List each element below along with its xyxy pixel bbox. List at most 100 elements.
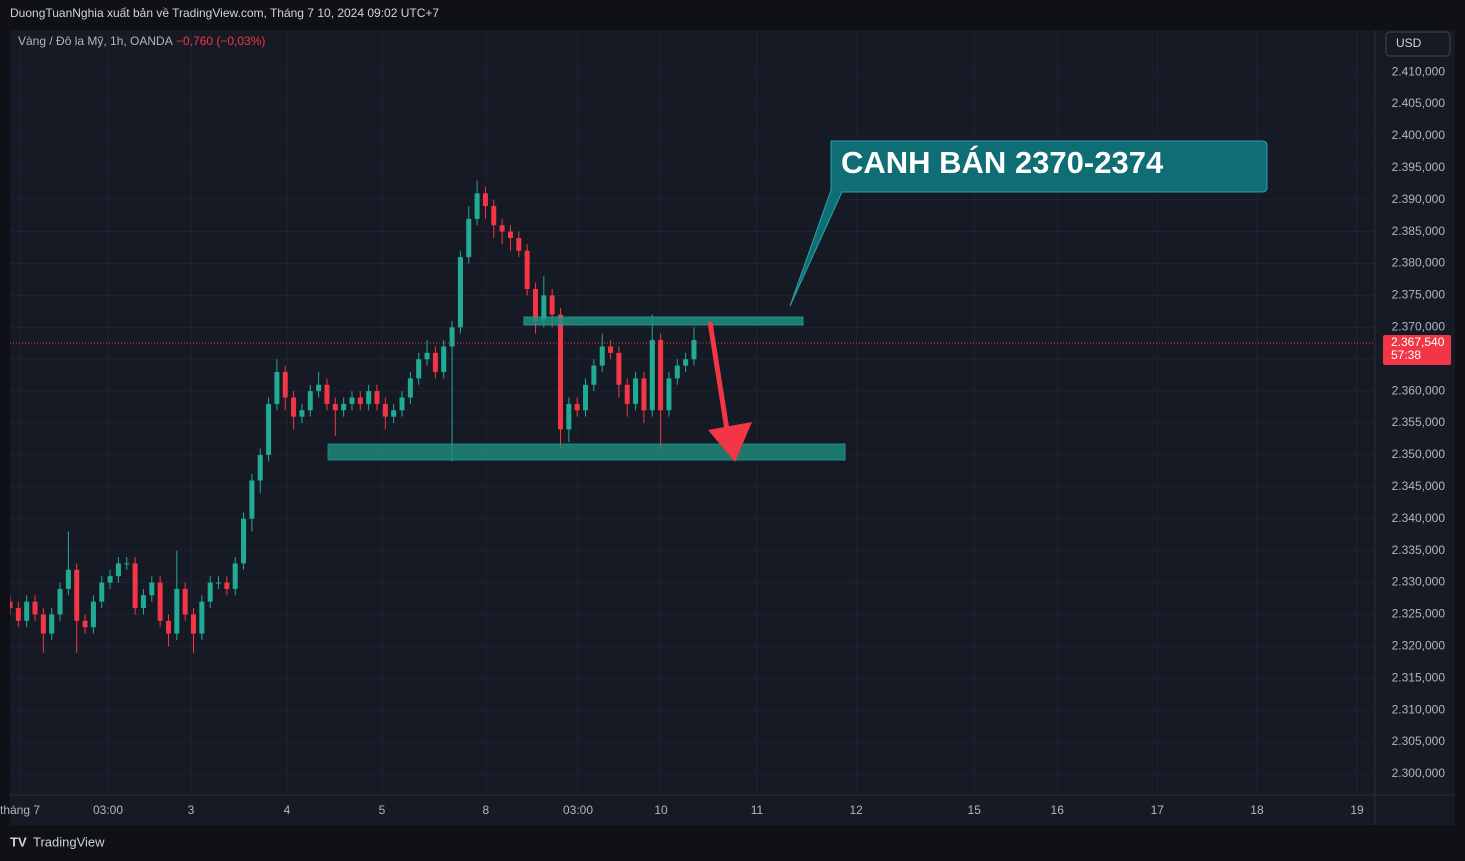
candle-body	[274, 371, 280, 404]
candle-body	[241, 518, 247, 564]
candle-body	[666, 378, 672, 411]
x-tick-label: 10	[654, 803, 668, 817]
y-tick-label: 2.315,000	[1392, 670, 1446, 684]
candle-body	[357, 397, 363, 404]
y-tick-label: 2.350,000	[1392, 447, 1446, 461]
candle-body	[82, 620, 88, 628]
candle-body	[382, 403, 388, 417]
logo: TV	[10, 834, 27, 849]
y-tick-label: 2.370,000	[1392, 319, 1446, 333]
candle-body	[558, 314, 564, 430]
x-tick-label: 4	[284, 803, 291, 817]
candle-body	[10, 601, 13, 609]
candle-body	[49, 614, 55, 634]
candle-body	[641, 378, 647, 411]
candle-body	[207, 582, 213, 602]
last-price-box	[1383, 335, 1451, 366]
candle-body	[441, 346, 447, 372]
support-zone	[327, 443, 846, 461]
candle-body	[182, 588, 188, 615]
resistance-zone	[523, 316, 804, 326]
candle-body	[115, 563, 121, 577]
arrow-head	[708, 422, 752, 462]
footer-bar	[0, 826, 1465, 861]
header-text: DuongTuanNghia xuất bản về TradingView.c…	[10, 6, 439, 20]
candle-body	[549, 295, 555, 315]
candle-body	[191, 614, 197, 634]
candle-body	[224, 582, 230, 589]
y-tick-label: 2.310,000	[1392, 702, 1446, 716]
candle-body	[583, 384, 589, 411]
candle-body	[649, 340, 655, 411]
y-tick-label: 2.305,000	[1392, 734, 1446, 748]
candle-body	[107, 576, 113, 583]
candle-body	[15, 608, 21, 621]
y-tick-label: 2.300,000	[1392, 766, 1446, 780]
candle-body	[57, 588, 63, 615]
candle-body	[683, 359, 689, 366]
currency[interactable]: USD	[1396, 36, 1422, 50]
candle-body	[424, 352, 430, 360]
candle-body	[316, 384, 322, 392]
y-tick-label: 2.395,000	[1392, 160, 1446, 174]
last-price-label: 2.367,540	[1391, 335, 1445, 349]
y-tick-label: 2.360,000	[1392, 383, 1446, 397]
candle-body	[524, 250, 530, 290]
candle-body	[32, 601, 38, 615]
y-tick-label: 2.355,000	[1392, 415, 1446, 429]
x-tick-label: 8	[483, 803, 490, 817]
x-tick-label: 3	[188, 803, 195, 817]
candle-body	[324, 384, 330, 404]
candle-body	[232, 563, 238, 589]
y-tick-label: 2.325,000	[1392, 607, 1446, 621]
callout	[789, 140, 1268, 307]
candle-body	[407, 378, 413, 398]
axes: 2.300,000 2.305,000 2.310,000 2.315,000 2.32…	[0, 64, 1451, 817]
footer-text: TradingView	[33, 834, 105, 849]
candle-body	[491, 206, 497, 226]
candle-body	[266, 403, 272, 455]
candle-body	[591, 365, 597, 385]
candle-body	[507, 231, 513, 238]
candle-body	[449, 327, 455, 347]
y-tick-label: 2.375,000	[1392, 288, 1446, 302]
candle-body	[282, 371, 288, 398]
candle-body	[416, 359, 422, 379]
candle-body	[349, 397, 355, 404]
y-tick-label: 2.330,000	[1392, 575, 1446, 589]
candle-body	[658, 340, 664, 411]
candle-body	[257, 454, 263, 481]
candle-body	[165, 620, 171, 634]
candle-body	[132, 563, 138, 609]
candle-body	[466, 218, 472, 258]
candle-body	[624, 384, 630, 404]
candle-body	[474, 193, 480, 219]
candle-body	[341, 403, 347, 411]
candle-body	[608, 346, 614, 353]
x-tick-label: 11	[751, 803, 764, 817]
candle-body	[140, 595, 146, 609]
y-tick-label: 2.410,000	[1392, 64, 1446, 78]
x-tick-label: 17	[1151, 803, 1165, 817]
y-tick-label: 2.380,000	[1392, 256, 1446, 270]
candle-body	[366, 391, 372, 404]
candle-body	[374, 391, 380, 404]
y-tick-label: 2.335,000	[1392, 543, 1446, 557]
candle-body	[616, 352, 622, 385]
candle-body	[40, 614, 46, 634]
candle-body	[249, 480, 255, 519]
candle-body	[499, 225, 505, 232]
change: −0,760 (−0,03%)	[176, 34, 265, 48]
y-tick-label: 2.400,000	[1392, 128, 1446, 142]
y-tick-label: 2.390,000	[1392, 192, 1446, 206]
currency-button[interactable]	[1385, 31, 1451, 57]
candle-body	[482, 193, 488, 207]
plot	[10, 30, 1375, 795]
candle-body	[307, 391, 313, 411]
symbol: Vàng / Đô la Mỹ, 1h, OANDA	[18, 34, 173, 48]
y-tick-label: 2.405,000	[1392, 96, 1446, 110]
x-tick-label: 03:00	[563, 803, 593, 817]
y-tick-label: 2.385,000	[1392, 224, 1446, 238]
